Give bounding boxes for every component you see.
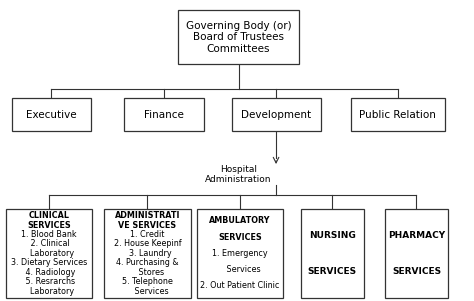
Text: SERVICES: SERVICES	[218, 233, 262, 242]
Text: ADMINISTRATI: ADMINISTRATI	[115, 211, 180, 220]
Text: SERVICES: SERVICES	[392, 267, 441, 276]
Text: 2. Out Patient Clinic: 2. Out Patient Clinic	[201, 281, 280, 290]
Text: 3. Laundry: 3. Laundry	[124, 249, 171, 258]
Text: Laboratory: Laboratory	[25, 287, 73, 296]
FancyBboxPatch shape	[232, 98, 320, 131]
Text: Development: Development	[241, 110, 311, 120]
Text: Governing Body (or)
Board of Trustees
Committees: Governing Body (or) Board of Trustees Co…	[186, 20, 292, 54]
FancyBboxPatch shape	[124, 98, 203, 131]
Text: 3. Dietary Services: 3. Dietary Services	[11, 258, 87, 267]
Text: Finance: Finance	[144, 110, 183, 120]
Text: 1. Credit: 1. Credit	[130, 230, 164, 239]
Text: Hospital
Administration: Hospital Administration	[205, 165, 272, 184]
Text: 4. Radiology: 4. Radiology	[23, 268, 75, 277]
FancyBboxPatch shape	[197, 209, 283, 298]
Text: 1. Blood Bank: 1. Blood Bank	[21, 230, 77, 239]
Text: Stores: Stores	[131, 268, 164, 277]
FancyBboxPatch shape	[12, 98, 91, 131]
FancyBboxPatch shape	[351, 98, 445, 131]
FancyBboxPatch shape	[301, 209, 364, 298]
Text: 2. House Keepinf: 2. House Keepinf	[114, 240, 181, 248]
Text: SERVICES: SERVICES	[308, 267, 357, 276]
Text: Services: Services	[127, 287, 168, 296]
Text: PHARMACY: PHARMACY	[388, 231, 445, 240]
FancyBboxPatch shape	[6, 209, 92, 298]
Text: SERVICES: SERVICES	[27, 221, 71, 230]
Text: NURSING: NURSING	[309, 231, 356, 240]
Text: 5. Telephone: 5. Telephone	[122, 277, 173, 286]
Text: 5. Resrarchs: 5. Resrarchs	[23, 277, 75, 286]
Text: 2. Clinical: 2. Clinical	[28, 240, 70, 248]
Text: Public Relation: Public Relation	[359, 110, 436, 120]
Text: 4. Purchasing &: 4. Purchasing &	[116, 258, 179, 267]
Text: Services: Services	[219, 265, 261, 274]
FancyBboxPatch shape	[178, 10, 300, 64]
Text: VE SERVICES: VE SERVICES	[118, 221, 176, 230]
Text: 1. Emergency: 1. Emergency	[212, 249, 268, 258]
Text: Laboratory: Laboratory	[25, 249, 73, 258]
Text: Executive: Executive	[26, 110, 77, 120]
FancyBboxPatch shape	[104, 209, 191, 298]
Text: CLINICAL: CLINICAL	[28, 211, 70, 220]
Text: AMBULATORY: AMBULATORY	[209, 216, 271, 225]
FancyBboxPatch shape	[385, 209, 448, 298]
